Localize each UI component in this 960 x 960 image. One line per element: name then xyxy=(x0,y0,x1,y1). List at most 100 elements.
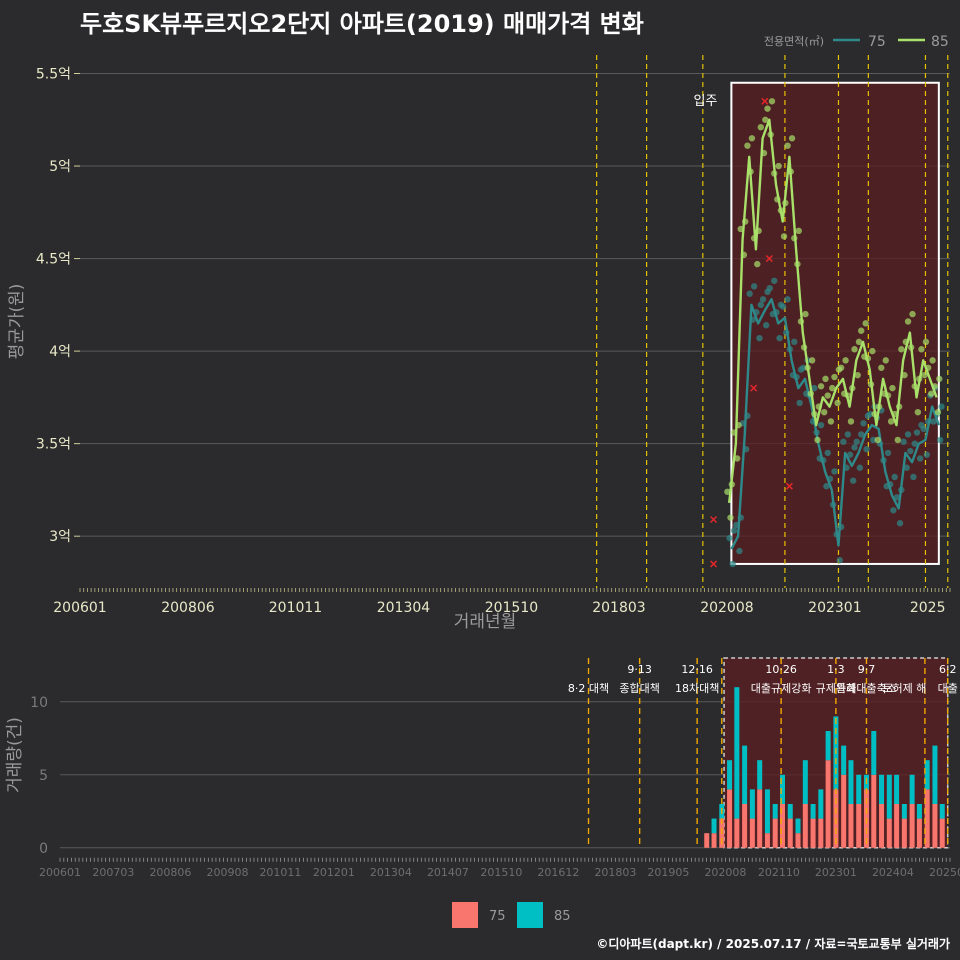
scatter-point-85 xyxy=(827,418,835,425)
bar-75 xyxy=(757,789,763,848)
scatter-point-85 xyxy=(762,116,769,123)
bar-75 xyxy=(795,833,801,848)
scatter-point-75 xyxy=(757,301,765,309)
scatter-point-75 xyxy=(907,447,914,455)
bar-75 xyxy=(818,818,824,848)
bar-75 xyxy=(894,803,900,848)
policy-label-bottom: 특례대출축소 xyxy=(836,682,897,695)
scatter-point-85 xyxy=(727,514,734,521)
x-tick-label: 201201 xyxy=(313,866,355,879)
scatter-point-75 xyxy=(893,494,901,501)
bar-85 xyxy=(734,687,740,819)
series-line-85 xyxy=(727,118,938,504)
policy-label-top: 9·7 xyxy=(858,663,876,676)
policy-label-bottom: 대출규제강화 xyxy=(751,682,812,695)
bar-85 xyxy=(749,789,755,819)
scatter-point-85 xyxy=(824,392,831,399)
bar-75 xyxy=(901,818,907,848)
scatter-point-75 xyxy=(756,334,763,342)
scatter-point-75 xyxy=(746,290,753,297)
policy-label-top: 10·26 xyxy=(765,663,797,676)
bar-85 xyxy=(802,760,808,804)
scatter-point-85 xyxy=(795,227,802,235)
scatter-point-75 xyxy=(856,464,864,471)
x-tick-label: 2025 xyxy=(910,600,946,616)
scatter-point-85 xyxy=(922,338,930,346)
scatter-point-85 xyxy=(784,142,791,149)
scatter-point-75 xyxy=(911,440,918,447)
bar-85 xyxy=(886,774,892,819)
scatter-point-75 xyxy=(831,468,838,475)
scatter-point-85 xyxy=(898,346,905,353)
bar-85 xyxy=(879,774,885,804)
scatter-point-75 xyxy=(771,277,778,284)
scatter-point-75 xyxy=(930,418,937,425)
policy-label-bottom: 대출 xyxy=(938,682,958,695)
y-tick-label: 5억 xyxy=(49,159,71,175)
x-tick-label: 201304 xyxy=(377,600,431,616)
scatter-point-85 xyxy=(831,373,838,381)
bar-85 xyxy=(818,789,824,819)
scatter-point-85 xyxy=(829,384,836,392)
bar-75 xyxy=(879,803,885,848)
bar-75 xyxy=(924,789,930,848)
y-tick-label: 3.5억 xyxy=(36,437,71,453)
scatter-point-75 xyxy=(896,520,904,527)
scatter-point-75 xyxy=(890,507,897,514)
scatter-point-85 xyxy=(764,105,771,112)
scatter-point-85 xyxy=(780,233,788,240)
policy-label-top: 9·13 xyxy=(627,663,652,676)
policy-label-bottom: 8·2 대책 xyxy=(568,682,609,695)
bar-85 xyxy=(871,730,877,775)
y-tick-label: 4.5억 xyxy=(36,252,71,268)
scatter-point-75 xyxy=(817,421,825,429)
scatter-point-75 xyxy=(836,557,843,564)
scatter-point-85 xyxy=(854,371,861,379)
cross-mark xyxy=(765,255,773,263)
bar-75 xyxy=(916,818,922,848)
bar-75 xyxy=(787,818,793,848)
policy-label-top: 6·2 xyxy=(939,663,957,676)
bar-75 xyxy=(825,760,831,848)
legend-label-85: 85 xyxy=(931,34,949,50)
bar-85 xyxy=(932,745,938,804)
bar-75 xyxy=(871,774,877,848)
y-tick-label: 5.5억 xyxy=(36,67,71,83)
scatter-point-85 xyxy=(909,310,916,318)
source-credit: ©디아파트(dapt.kr) / 2025.07.17 / 자료=국토교통부 실… xyxy=(596,937,950,951)
bar-75 xyxy=(802,803,808,848)
scatter-point-75 xyxy=(903,464,910,471)
scatter-point-85 xyxy=(768,98,776,105)
scatter-point-85 xyxy=(837,364,845,371)
bar-85 xyxy=(909,774,915,804)
scatter-point-85 xyxy=(788,135,796,142)
x-axis-title: 거래년월 xyxy=(454,612,517,632)
scatter-point-85 xyxy=(748,135,756,142)
scatter-point-75 xyxy=(849,477,857,484)
move-in-annotation: 입주 xyxy=(693,94,717,109)
scatter-point-85 xyxy=(936,375,943,383)
scatter-point-75 xyxy=(860,420,867,427)
legend-label-75: 75 xyxy=(868,34,886,50)
scatter-point-75 xyxy=(863,445,870,453)
scatter-point-85 xyxy=(855,338,863,346)
bar-75 xyxy=(764,833,770,848)
x-tick-label: 201803 xyxy=(592,600,645,616)
scatter-point-75 xyxy=(866,410,874,418)
scatter-point-75 xyxy=(796,399,803,407)
bar-75 xyxy=(727,789,733,848)
legend-swatch-85 xyxy=(517,902,543,928)
legend-label-85: 85 xyxy=(554,909,571,924)
policy-label-bottom: 종합대책 xyxy=(619,682,659,695)
bar-75 xyxy=(886,818,892,848)
bar-75 xyxy=(810,818,816,848)
y-axis-title: 거래량(건) xyxy=(5,717,25,793)
x-tick-label: 201510 xyxy=(480,866,522,879)
bar-85 xyxy=(939,803,945,819)
bar-85 xyxy=(894,774,900,804)
scatter-point-75 xyxy=(823,483,830,490)
scatter-point-85 xyxy=(808,357,816,364)
scatter-point-75 xyxy=(920,425,927,433)
scatter-point-75 xyxy=(730,527,738,534)
volume-bar-chart: 0 5 10 8·2 대책 9·13 종합대책 12·16 18차대책 10·26 대출규제강화 1… xyxy=(5,657,960,928)
